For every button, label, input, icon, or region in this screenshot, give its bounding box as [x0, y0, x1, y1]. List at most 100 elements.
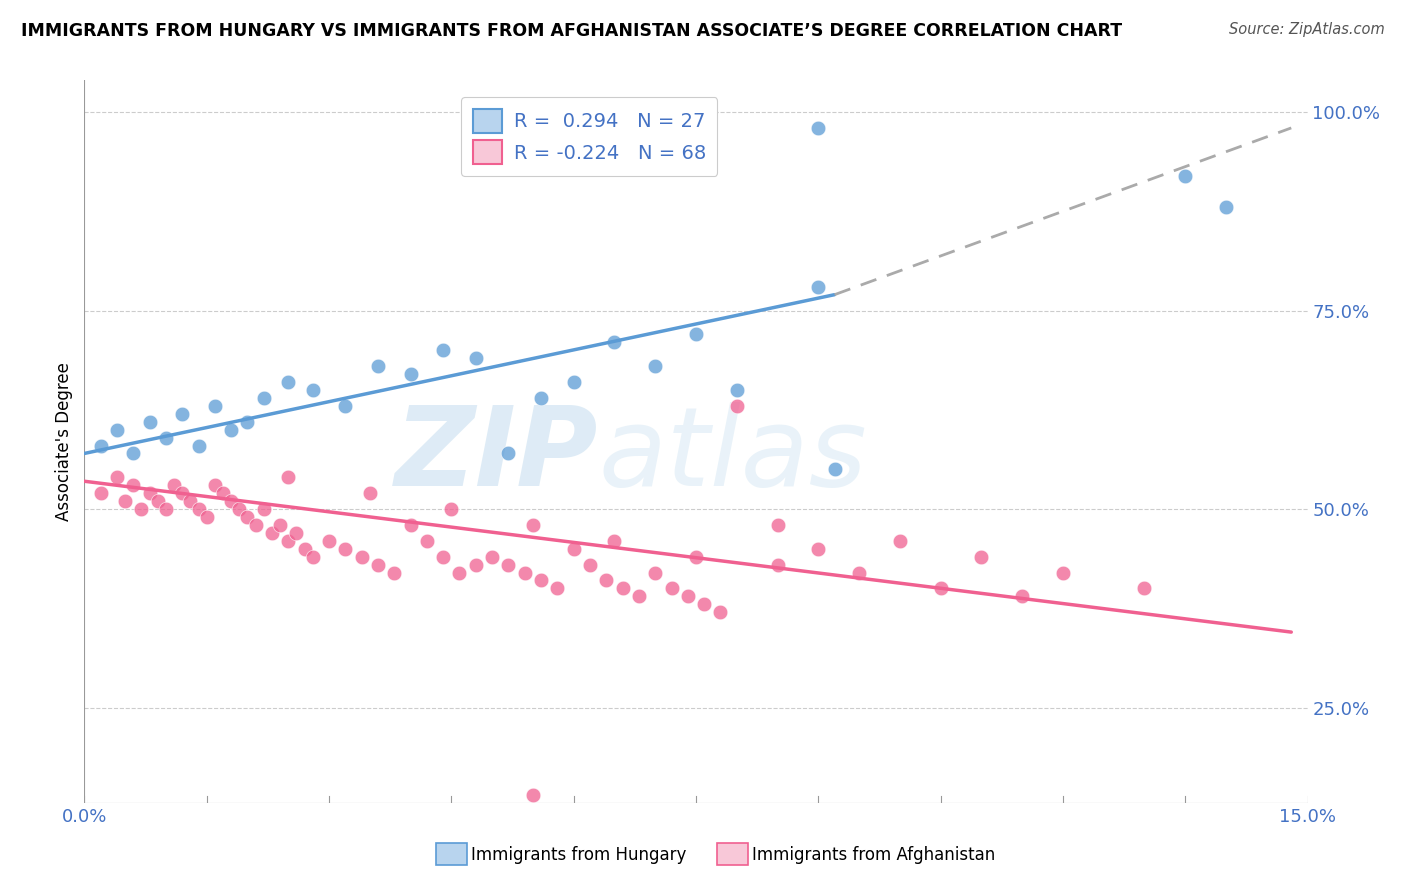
- Point: [212, 486, 235, 500]
- Point: [766, 517, 789, 532]
- Point: [219, 494, 242, 508]
- Point: [676, 590, 699, 604]
- Point: [228, 502, 250, 516]
- Point: [579, 558, 602, 572]
- Point: [90, 486, 112, 500]
- Point: [204, 399, 226, 413]
- Point: [416, 533, 439, 548]
- Point: [114, 494, 136, 508]
- Point: [90, 438, 112, 452]
- Point: [195, 510, 218, 524]
- Point: [399, 367, 422, 381]
- Point: [562, 541, 585, 556]
- Point: [172, 407, 194, 421]
- Point: [595, 574, 617, 588]
- Point: [644, 359, 666, 373]
- Point: [335, 541, 357, 556]
- Point: [122, 478, 145, 492]
- Point: [807, 120, 830, 135]
- Point: [498, 558, 520, 572]
- Point: [807, 541, 830, 556]
- Point: [204, 478, 226, 492]
- Point: [294, 541, 316, 556]
- Point: [432, 549, 454, 564]
- Point: [929, 582, 952, 596]
- Text: ZIP: ZIP: [395, 402, 598, 509]
- Point: [603, 533, 626, 548]
- Point: [522, 788, 544, 802]
- Y-axis label: Associate's Degree: Associate's Degree: [55, 362, 73, 521]
- Point: [807, 279, 830, 293]
- Point: [350, 549, 373, 564]
- Point: [318, 533, 340, 548]
- Point: [522, 517, 544, 532]
- Point: [301, 383, 323, 397]
- Point: [138, 486, 160, 500]
- Point: [359, 486, 381, 500]
- Point: [335, 399, 357, 413]
- Point: [824, 462, 846, 476]
- Point: [481, 549, 503, 564]
- Point: [612, 582, 634, 596]
- Point: [644, 566, 666, 580]
- Point: [399, 517, 422, 532]
- Point: [530, 574, 553, 588]
- Point: [562, 375, 585, 389]
- Point: [725, 383, 748, 397]
- Point: [122, 446, 145, 460]
- Point: [146, 494, 169, 508]
- Text: Source: ZipAtlas.com: Source: ZipAtlas.com: [1229, 22, 1385, 37]
- Point: [285, 525, 308, 540]
- Point: [432, 343, 454, 358]
- Point: [131, 502, 153, 516]
- Point: [685, 549, 707, 564]
- Text: IMMIGRANTS FROM HUNGARY VS IMMIGRANTS FROM AFGHANISTAN ASSOCIATE’S DEGREE CORREL: IMMIGRANTS FROM HUNGARY VS IMMIGRANTS FR…: [21, 22, 1122, 40]
- Point: [464, 351, 486, 366]
- Point: [269, 517, 291, 532]
- Point: [1011, 590, 1033, 604]
- Point: [253, 391, 276, 405]
- Point: [367, 558, 389, 572]
- Point: [889, 533, 911, 548]
- Point: [155, 431, 177, 445]
- Point: [179, 494, 201, 508]
- Point: [277, 375, 299, 389]
- Point: [253, 502, 276, 516]
- Point: [260, 525, 283, 540]
- Point: [449, 566, 471, 580]
- Point: [187, 438, 209, 452]
- Point: [382, 566, 405, 580]
- Point: [603, 335, 626, 350]
- Point: [219, 423, 242, 437]
- Point: [163, 478, 186, 492]
- Point: [105, 470, 128, 484]
- Point: [1215, 200, 1237, 214]
- Point: [172, 486, 194, 500]
- Point: [277, 470, 299, 484]
- Point: [661, 582, 683, 596]
- Point: [138, 415, 160, 429]
- Point: [367, 359, 389, 373]
- Point: [725, 399, 748, 413]
- Point: [1174, 169, 1197, 183]
- Point: [1052, 566, 1074, 580]
- Point: [301, 549, 323, 564]
- Point: [530, 391, 553, 405]
- Text: atlas: atlas: [598, 402, 866, 509]
- Point: [970, 549, 993, 564]
- Point: [187, 502, 209, 516]
- Point: [498, 446, 520, 460]
- Point: [693, 597, 716, 611]
- Legend: R =  0.294   N = 27, R = -0.224   N = 68: R = 0.294 N = 27, R = -0.224 N = 68: [461, 97, 717, 176]
- Point: [627, 590, 650, 604]
- Point: [155, 502, 177, 516]
- Point: [685, 327, 707, 342]
- Point: [1133, 582, 1156, 596]
- Point: [546, 582, 568, 596]
- Point: [105, 423, 128, 437]
- Text: Immigrants from Afghanistan: Immigrants from Afghanistan: [752, 846, 995, 863]
- Point: [848, 566, 870, 580]
- Point: [245, 517, 267, 532]
- Point: [236, 415, 259, 429]
- Point: [513, 566, 536, 580]
